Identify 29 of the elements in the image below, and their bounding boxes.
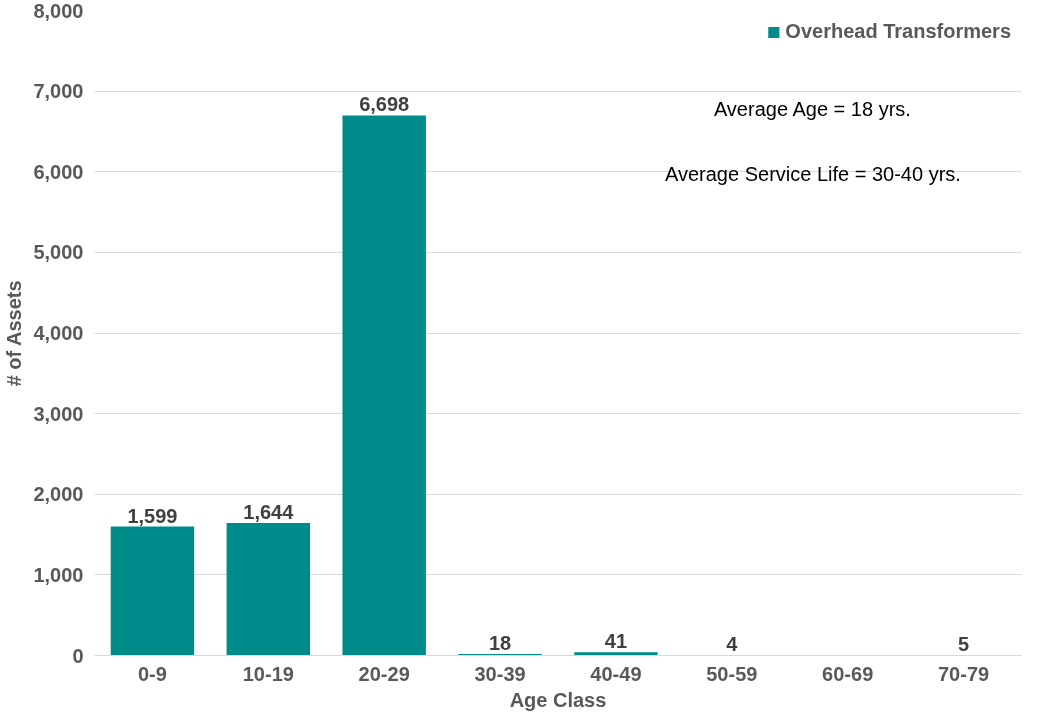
- annotation: Average Age = 18 yrs.: [713, 98, 911, 121]
- x-axis-title: Age Class: [509, 688, 607, 711]
- legend-label: Overhead Transformers: [785, 20, 1011, 43]
- text: 6,698: [359, 93, 410, 116]
- y-tick-label: 5,000: [33, 241, 84, 264]
- y-tick-label: 4,000: [33, 322, 84, 344]
- y-tick-label: 6,000: [33, 160, 84, 183]
- text: 18: [488, 632, 512, 655]
- y-axis-title: # of Assets: [3, 280, 26, 387]
- x-tick-label: 70-79: [937, 662, 990, 685]
- text: 4: [726, 633, 738, 656]
- x-tick-label: 50-59: [706, 662, 758, 685]
- annotation: Average Service Life = 30-40 yrs.: [664, 162, 961, 185]
- y-tick-label: 0: [72, 644, 84, 667]
- y-tick-label: 7,000: [33, 80, 84, 103]
- y-tick-label: 3,000: [33, 402, 84, 425]
- y-tick-label: 2,000: [33, 483, 84, 506]
- text: 1,644: [243, 500, 294, 523]
- x-tick-label: 10-19: [242, 662, 294, 685]
- x-tick-label: 40-49: [590, 662, 642, 685]
- y-tick-label: 1,000: [33, 563, 84, 586]
- y-tick-label: 8,000: [33, 0, 84, 22]
- x-tick-label: 20-29: [358, 662, 410, 685]
- text: 1,599: [127, 504, 178, 527]
- x-tick-label: 30-39: [474, 662, 526, 685]
- text: 5: [958, 633, 970, 656]
- text: 41: [604, 630, 628, 653]
- x-tick-label: 60-69: [822, 662, 874, 685]
- x-tick-label: 0-9: [137, 662, 167, 685]
